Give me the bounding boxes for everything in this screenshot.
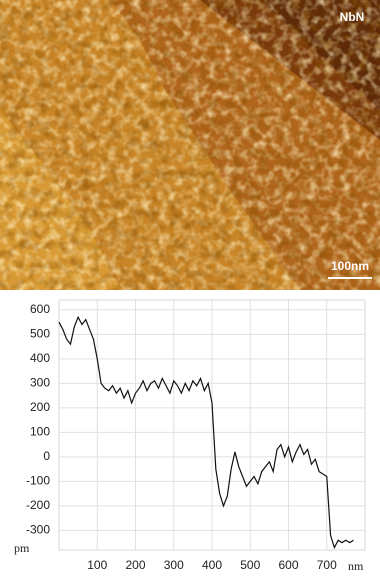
x-tick-label: 200: [125, 558, 145, 572]
profile-line: [58, 315, 354, 550]
x-tick-label: 300: [164, 558, 184, 572]
y-tick-label: 500: [30, 326, 50, 340]
x-tick-label: 100: [87, 558, 107, 572]
y-tick-label: 100: [30, 425, 50, 439]
x-tick-label: 600: [278, 558, 298, 572]
y-tick-label: 0: [43, 449, 50, 463]
x-axis-label: nm: [348, 559, 364, 573]
y-tick-label: -300: [26, 523, 50, 537]
stm-image: NbN 100nm: [0, 0, 380, 290]
scale-bar-label: 100nm: [331, 259, 369, 273]
x-tick-label: 500: [240, 558, 260, 572]
y-tick-label: -100: [26, 474, 50, 488]
y-axis-label: pm: [14, 541, 30, 555]
y-tick-label: -200: [26, 498, 50, 512]
y-tick-label: 600: [30, 302, 50, 316]
x-tick-label: 400: [202, 558, 222, 572]
y-tick-label: 400: [30, 351, 50, 365]
y-tick-label: 300: [30, 376, 50, 390]
image-label: NbN: [340, 10, 365, 24]
y-tick-label: 200: [30, 400, 50, 414]
x-tick-label: 700: [317, 558, 337, 572]
